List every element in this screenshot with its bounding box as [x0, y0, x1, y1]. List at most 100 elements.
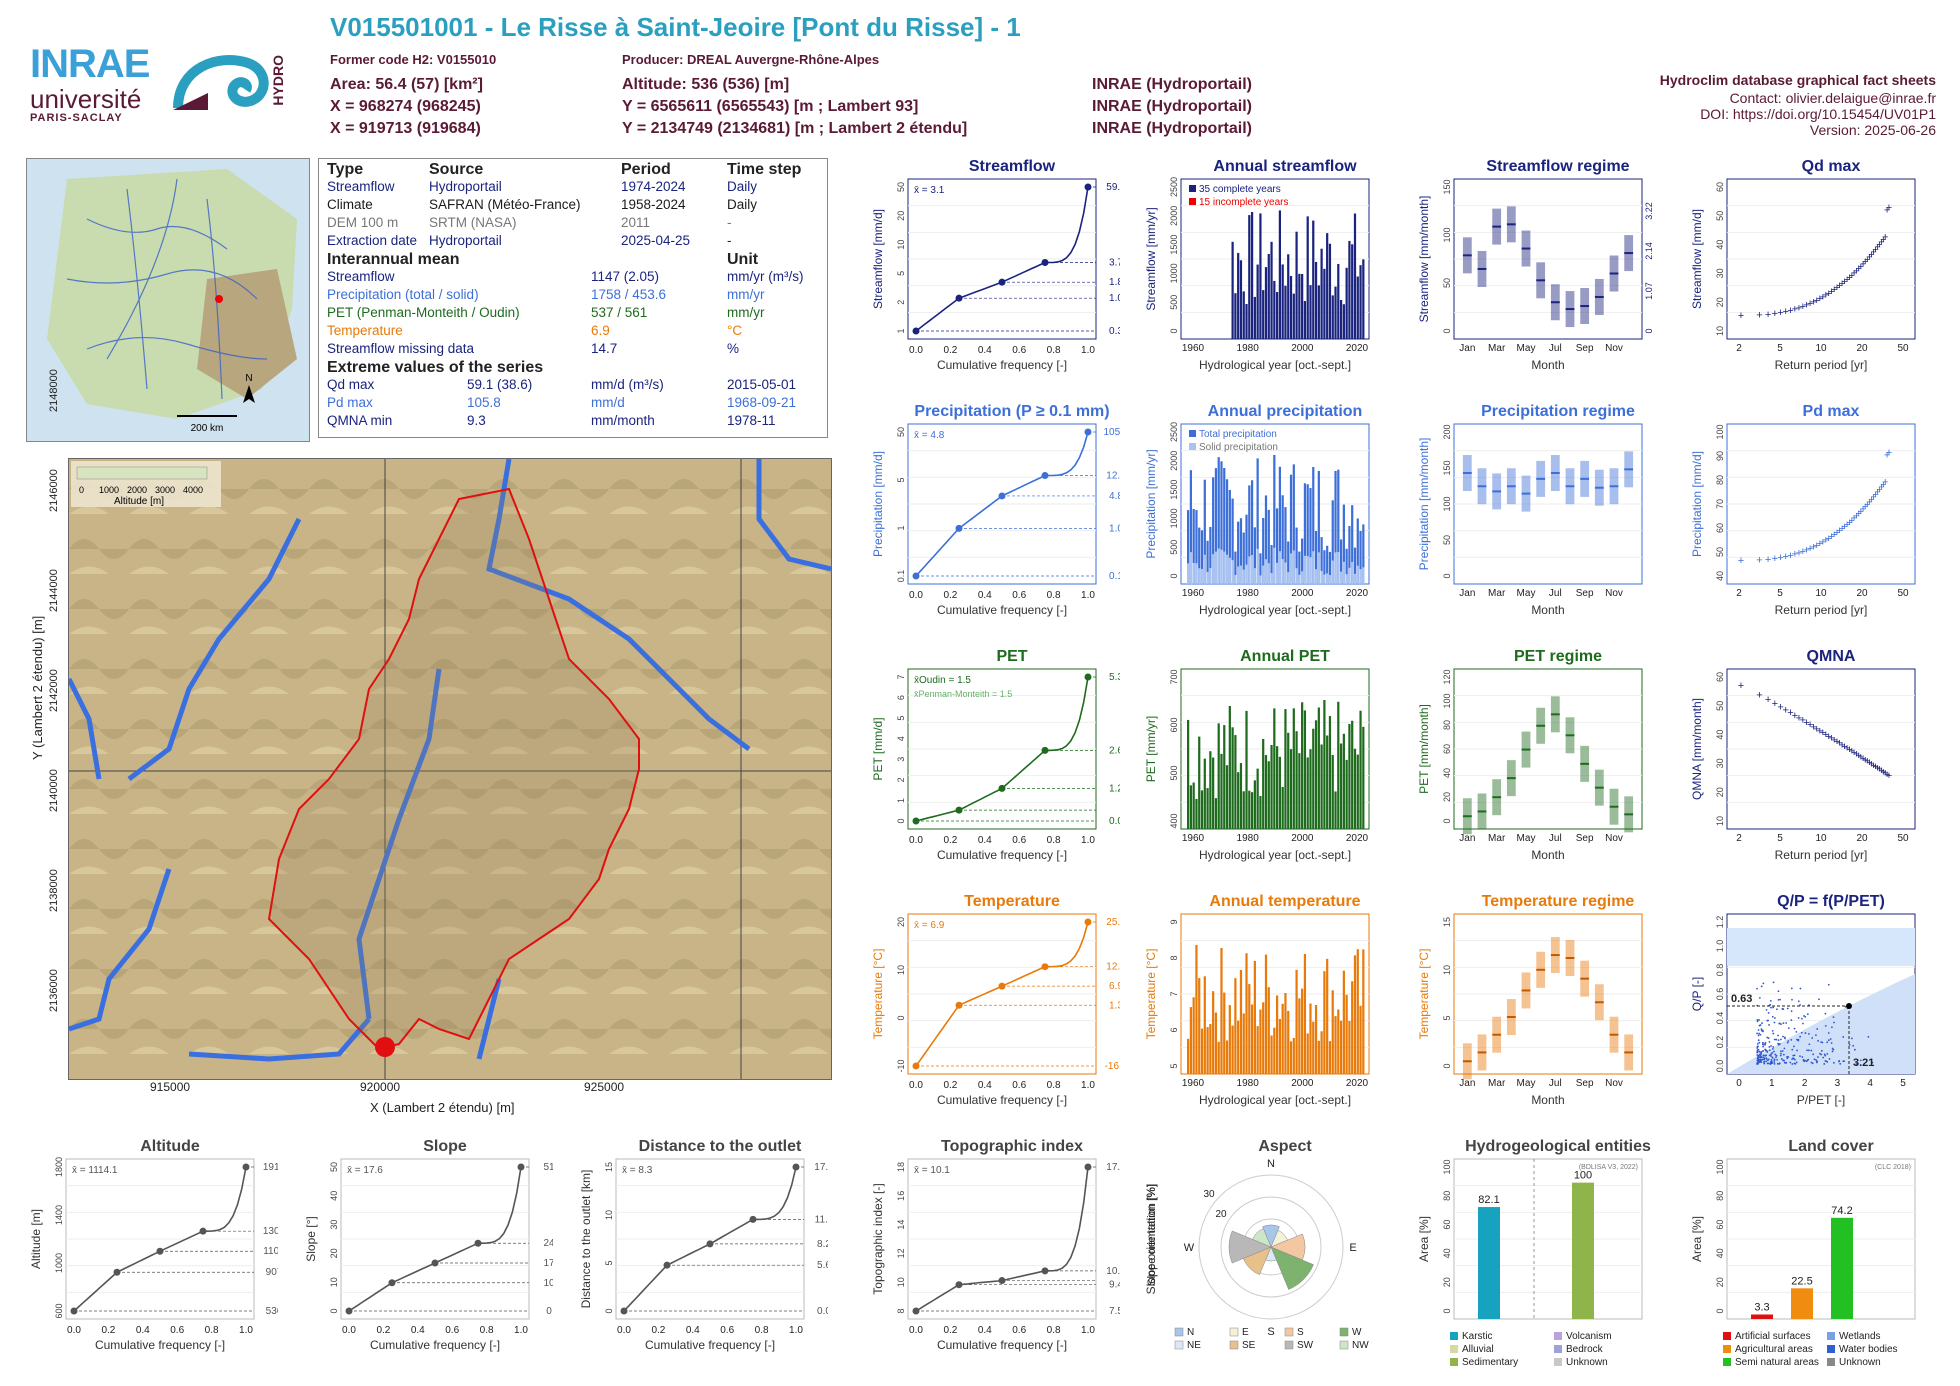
x-tick-label: Jul	[1549, 343, 1562, 354]
data-point	[1790, 1010, 1793, 1012]
annual-bar	[1312, 1021, 1315, 1074]
y-tick-label: 20	[896, 211, 906, 221]
y-tick-label: 150	[1442, 179, 1452, 194]
data-point	[1807, 1049, 1810, 1052]
solid-precip-bar	[1234, 574, 1237, 584]
annual-bar	[1342, 970, 1345, 1074]
solid-precip-bar	[1228, 557, 1231, 584]
row-step: Daily	[727, 197, 758, 212]
y-tick-label: 0.8	[1715, 964, 1725, 977]
solid-precip-bar	[1359, 569, 1362, 584]
x-tick-label: 0.8	[1047, 345, 1061, 356]
quantile-point	[620, 1307, 628, 1315]
y-tick-label: 1.07	[1644, 282, 1654, 300]
annual-bar	[1264, 954, 1268, 1074]
annual-bar	[1359, 265, 1362, 339]
annual_streamflow-chart: Annual streamflow Hydrological year [oct.…	[1144, 158, 1370, 372]
y-tick-label: 0	[604, 1308, 614, 1313]
data-point	[1808, 1033, 1810, 1035]
header-source: Source	[429, 161, 484, 178]
annual-bar	[1306, 1033, 1309, 1074]
data-point	[1770, 1006, 1772, 1009]
legend-label: SE	[1242, 1340, 1256, 1351]
mean-value: 6.9	[591, 323, 610, 338]
data-point	[1810, 1049, 1813, 1052]
solid-precip-bar	[1187, 563, 1190, 584]
quantile-point	[242, 1163, 250, 1171]
annual-bar	[1342, 304, 1345, 339]
solid-precip-bar	[1298, 574, 1301, 584]
annual-bar	[1228, 489, 1231, 584]
data-point	[1855, 1062, 1858, 1065]
annual-bar	[1309, 285, 1312, 339]
x-tick-label: 50	[1897, 833, 1909, 844]
x-tick-label: Mar	[1488, 1078, 1506, 1089]
contact-email[interactable]: Contact: olivier.delaigue@inrae.fr	[1729, 90, 1936, 106]
quantile-label: 105.8	[1103, 427, 1120, 438]
annual-bar	[1256, 458, 1259, 584]
producer: Producer: DREAL Auvergne-Rhône-Alpes	[622, 52, 880, 67]
y-tick-label: -10	[896, 1059, 906, 1072]
annual-bar	[1284, 709, 1287, 829]
solid-precip-bar	[1223, 551, 1226, 584]
annual-bar	[1295, 231, 1298, 339]
annual-bar	[1337, 469, 1340, 584]
row-source: SRTM (NASA)	[429, 215, 517, 230]
data-point	[1852, 1044, 1855, 1047]
contact-doi[interactable]: DOI: https://doi.org/10.15454/UV01P1	[1700, 106, 1936, 122]
annot-label: 0.63	[1731, 993, 1752, 1005]
x-tick-label: 0.6	[1012, 590, 1026, 601]
annual-bar	[1239, 260, 1243, 339]
row-step: -	[727, 233, 732, 248]
solid-precip-bar	[1317, 552, 1320, 584]
solid-precip-bar	[1289, 553, 1293, 584]
solid-precip-bar	[1320, 570, 1323, 584]
solid-precip-bar	[1245, 564, 1248, 584]
chart-title: PET regime	[1514, 648, 1602, 665]
annual-bar	[1262, 1002, 1265, 1074]
quantile-label: 11.2	[815, 1214, 828, 1225]
y-tick-label: 1400	[54, 1205, 64, 1225]
quantile-point	[1041, 472, 1049, 480]
annual-bar	[1345, 994, 1348, 1074]
data-point	[1764, 1048, 1767, 1051]
data-point	[1770, 1045, 1772, 1047]
solid-precip-bar	[1225, 554, 1229, 584]
x-tick-label: May	[1517, 588, 1536, 599]
annual-bar	[1220, 753, 1223, 829]
return-period-point: +	[1810, 721, 1816, 733]
data-point	[1773, 1061, 1776, 1063]
data-point	[1767, 1037, 1770, 1040]
data-point	[1768, 1046, 1771, 1048]
quantile-point	[1084, 428, 1092, 436]
annual-bar	[1253, 780, 1256, 829]
x-tick-label: 0.2	[943, 345, 957, 356]
return-period-point: +	[1882, 231, 1888, 243]
annual-bar	[1237, 252, 1240, 339]
data-point	[1756, 1020, 1759, 1023]
chart-title: Temperature	[964, 893, 1060, 910]
chart-title: Land cover	[1788, 1138, 1873, 1155]
annual-bar	[1225, 479, 1229, 584]
solid-precip-bar	[1345, 574, 1348, 584]
quantile-point	[998, 278, 1006, 286]
solid-precip-bar	[1276, 562, 1279, 584]
annual-bar	[1284, 993, 1287, 1074]
annual-bar	[1209, 526, 1212, 584]
annual-bar	[1323, 550, 1326, 584]
x-axis-label: Hydrological year [oct.-sept.]	[1199, 358, 1351, 372]
y-tick-label: 400	[1169, 813, 1179, 828]
chart-title: Temperature regime	[1482, 893, 1635, 910]
return-period-point: +	[1870, 492, 1876, 504]
x-tick-label: 2000	[1291, 1078, 1314, 1089]
return-period-point: +	[1876, 484, 1882, 496]
quantile-label: 10.4	[1106, 1266, 1120, 1277]
north-label: N	[245, 373, 252, 384]
data-point	[1777, 998, 1780, 1001]
x-tick-label: 0	[1736, 1078, 1742, 1089]
annual-bar	[1317, 707, 1320, 829]
x-axis-label: Hydrological year [oct.-sept.]	[1199, 1093, 1351, 1107]
annual-bar	[1339, 743, 1343, 829]
return-period-point: +	[1820, 291, 1826, 303]
legend-label: NW	[1352, 1340, 1369, 1351]
